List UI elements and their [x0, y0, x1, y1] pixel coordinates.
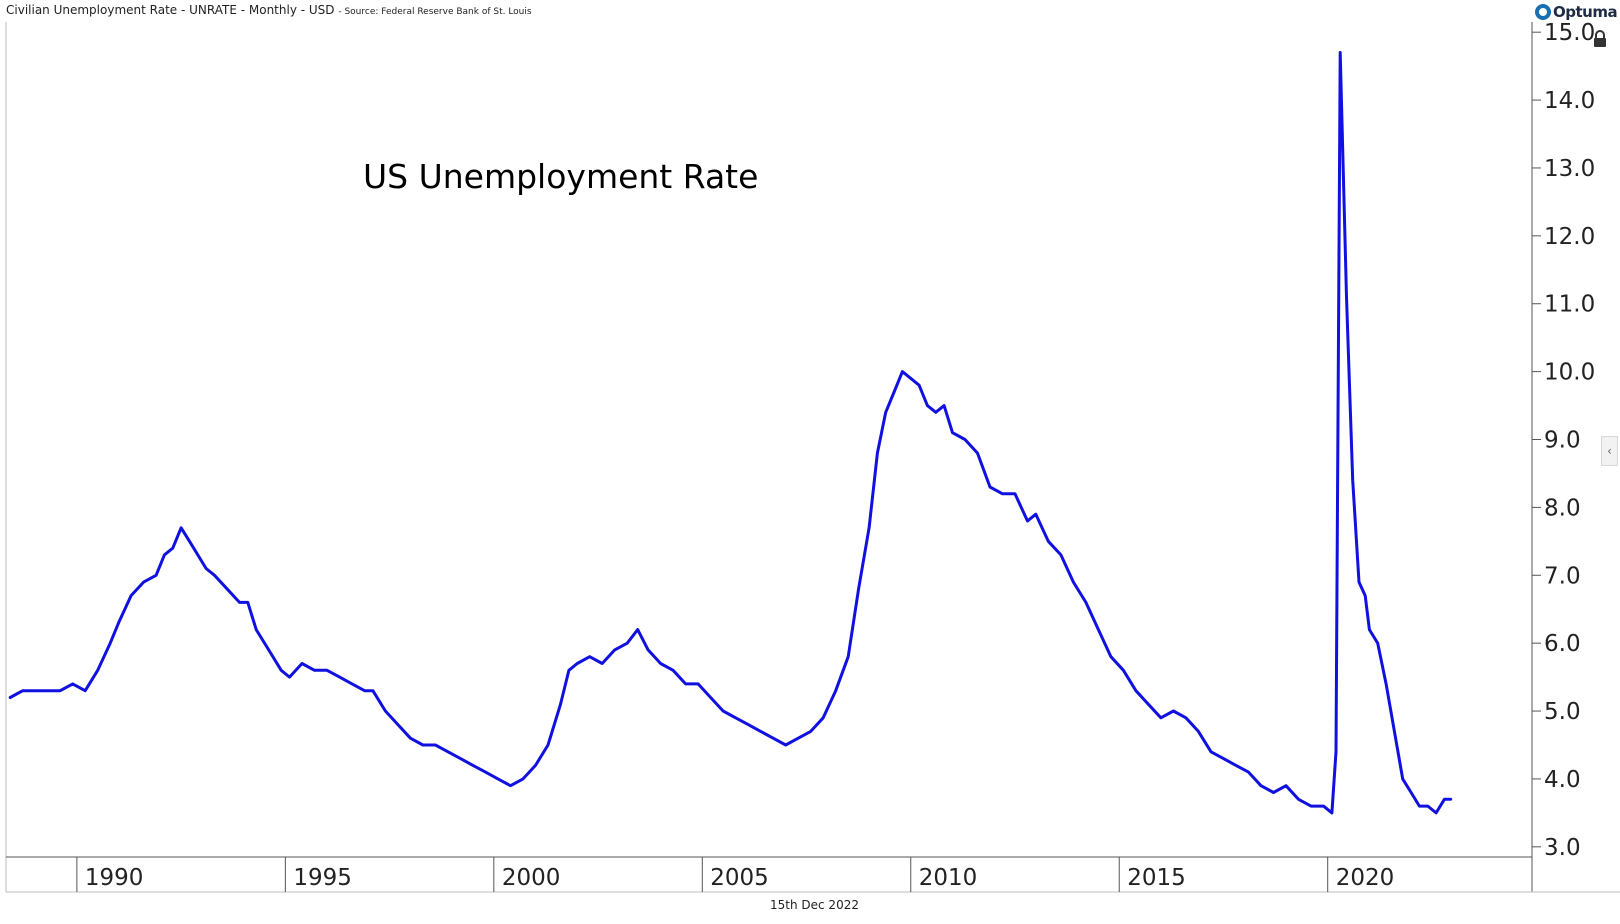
optuma-logo-icon	[1535, 4, 1551, 20]
x-tick-label: 2000	[502, 865, 561, 891]
y-tick-label: 14.0	[1544, 88, 1595, 114]
y-tick-label: 13.0	[1544, 156, 1595, 182]
brand-logo: Optuma	[1535, 3, 1618, 21]
brand-name: Optuma	[1553, 3, 1618, 21]
footer-date: 15th Dec 2022	[770, 898, 859, 912]
series-label: Civilian Unemployment Rate - UNRATE - Mo…	[6, 3, 335, 17]
series-line	[8, 51, 1453, 815]
x-tick-label: 2015	[1127, 865, 1186, 891]
y-tick-label: 4.0	[1544, 767, 1581, 793]
y-tick-label: 15.0	[1544, 20, 1595, 46]
source-label: - Source: Federal Reserve Bank of St. Lo…	[338, 7, 532, 17]
y-tick-label: 5.0	[1544, 699, 1581, 725]
y-tick-label: 8.0	[1544, 495, 1581, 521]
x-tick-label: 1995	[293, 865, 352, 891]
y-tick-label: 6.0	[1544, 631, 1581, 657]
y-tick-label: 10.0	[1544, 360, 1595, 386]
collapse-panel-button[interactable]: ‹	[1601, 436, 1618, 466]
chart-title: US Unemployment Rate	[363, 157, 759, 196]
chart-header: Civilian Unemployment Rate - UNRATE - Mo…	[6, 3, 532, 17]
y-tick-label: 7.0	[1544, 563, 1581, 589]
y-tick-label: 11.0	[1544, 292, 1595, 318]
x-tick-label: 2010	[919, 865, 978, 891]
x-tick-label: 1990	[85, 865, 144, 891]
chevron-left-icon: ‹	[1607, 444, 1612, 458]
x-tick-label: 2005	[710, 865, 769, 891]
y-tick-label: 3.0	[1544, 835, 1581, 861]
y-tick-label: 12.0	[1544, 224, 1595, 250]
y-tick-label: 9.0	[1544, 428, 1581, 454]
lock-icon[interactable]	[1589, 28, 1611, 50]
x-tick-label: 2020	[1336, 865, 1395, 891]
